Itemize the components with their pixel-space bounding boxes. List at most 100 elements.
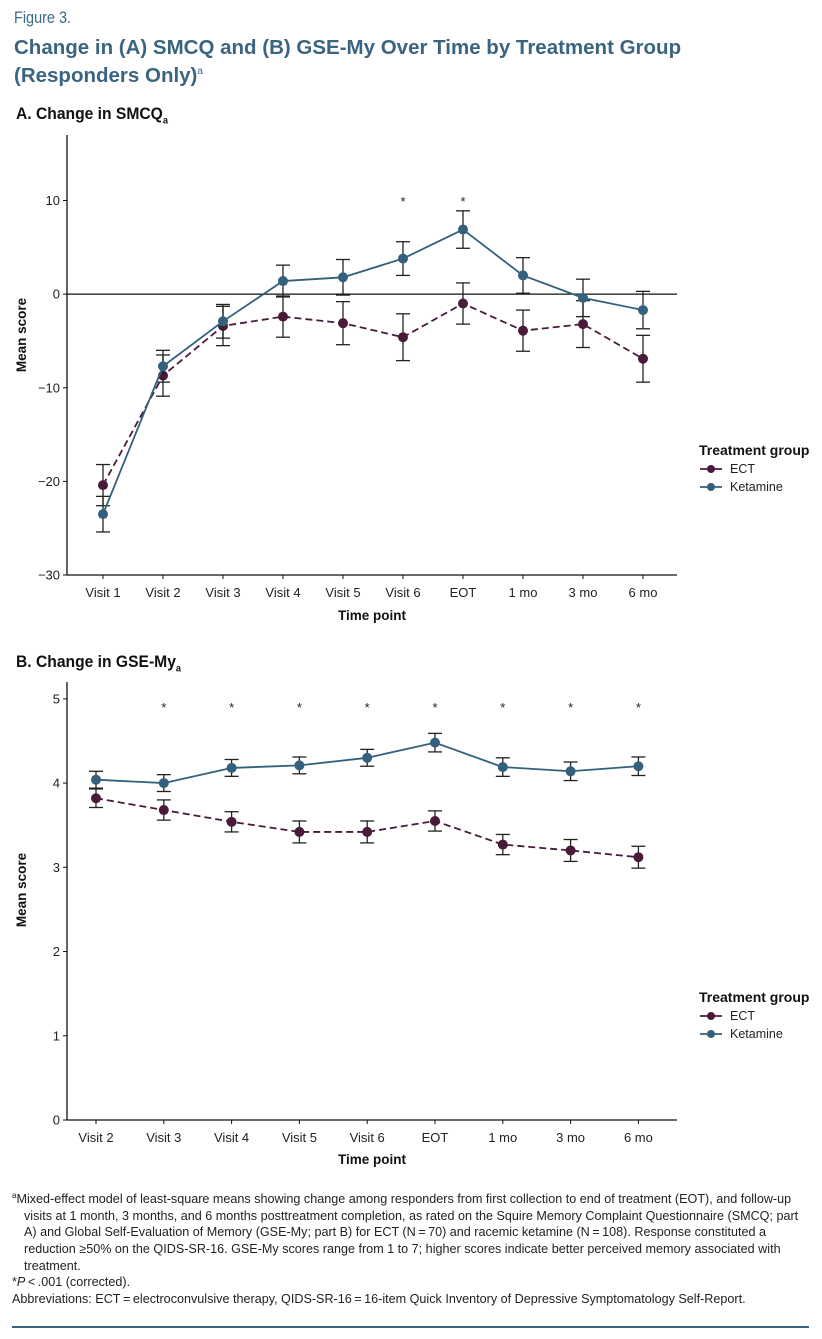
data-point bbox=[633, 852, 644, 863]
data-point bbox=[362, 826, 373, 837]
footnote-p-text: < .001 (corrected). bbox=[25, 1275, 131, 1290]
figure-title-text: Change in (A) SMCQ and (B) GSE-My Over T… bbox=[14, 36, 682, 87]
legend-label: ECT bbox=[730, 1009, 755, 1023]
data-point bbox=[226, 816, 237, 827]
legend-title: Treatment group bbox=[699, 442, 809, 458]
y-tick-label: −10 bbox=[38, 380, 60, 395]
x-tick-label: 6 mo bbox=[629, 585, 658, 600]
x-tick-label: 1 mo bbox=[509, 585, 538, 600]
panel-b-footnote-marker: a bbox=[175, 663, 182, 675]
legend-label: ECT bbox=[730, 462, 755, 476]
data-point bbox=[98, 509, 108, 520]
data-point bbox=[638, 353, 648, 364]
data-point bbox=[158, 805, 169, 816]
x-axis-title: Time point bbox=[338, 608, 407, 623]
significance-marker: * bbox=[568, 700, 573, 715]
data-point bbox=[565, 766, 576, 777]
y-tick-label: 0 bbox=[53, 287, 60, 302]
x-axis-title: Time point bbox=[338, 1152, 407, 1167]
series-line bbox=[102, 228, 644, 515]
footnote-p-value: *P < .001 (corrected). bbox=[12, 1274, 812, 1291]
chart-b-gse-my: 5 4 3 2 1 0 Visit 2 Visit 3 Visit 4 Visit 5 Visit … bbox=[14, 682, 809, 1167]
data-point bbox=[98, 480, 108, 491]
legend-item-ect: ECT bbox=[700, 462, 755, 476]
chart-a-smcq: 10 0 −10 −20 −30 Visit 1 Visit 2 Visit 3 Visit 4… bbox=[14, 135, 809, 623]
y-tick-label: 10 bbox=[46, 193, 60, 208]
data-point bbox=[91, 774, 101, 785]
y-tick-label: 4 bbox=[53, 776, 60, 791]
footnote-abbreviations: Abbreviations: ECT = electroconvulsive t… bbox=[12, 1291, 746, 1306]
legend-marker bbox=[707, 1012, 715, 1020]
x-tick-label: Visit 1 bbox=[85, 585, 120, 600]
data-point bbox=[278, 311, 288, 322]
data-point bbox=[218, 316, 228, 327]
panel-a-title-text: A. Change in SMCQ bbox=[16, 104, 163, 123]
data-point bbox=[338, 272, 348, 283]
data-point bbox=[638, 305, 648, 316]
data-point bbox=[430, 737, 440, 748]
x-tick-label: Visit 2 bbox=[78, 1130, 113, 1145]
legend: Treatment group ECT Ketamine bbox=[699, 989, 809, 1041]
x-tick-label: 3 mo bbox=[556, 1130, 585, 1145]
data-point bbox=[226, 762, 237, 773]
significance-marker: * bbox=[636, 700, 641, 715]
significance-marker: * bbox=[432, 700, 437, 715]
legend-marker bbox=[707, 1030, 715, 1038]
footnotes: aMixed-effect model of least-square mean… bbox=[12, 1188, 812, 1307]
legend-title: Treatment group bbox=[699, 989, 809, 1005]
x-tick-label: Visit 3 bbox=[205, 585, 240, 600]
data-point bbox=[338, 318, 348, 329]
series-ect bbox=[96, 282, 650, 507]
y-axis-title: Mean score bbox=[14, 852, 29, 927]
data-point bbox=[294, 826, 305, 837]
data-point bbox=[398, 253, 408, 264]
y-tick-label: 1 bbox=[53, 1028, 60, 1043]
footnote-p-italic: P bbox=[16, 1275, 26, 1290]
data-point bbox=[458, 224, 468, 235]
series-ketamine bbox=[96, 210, 650, 533]
x-tick-label: 3 mo bbox=[569, 585, 598, 600]
footnote-a-marker: a bbox=[12, 1191, 17, 1200]
series-line bbox=[95, 797, 639, 859]
footnote-star: * bbox=[12, 1275, 17, 1290]
data-point bbox=[398, 332, 408, 343]
data-point bbox=[578, 319, 588, 330]
footnote-a: aMixed-effect model of least-square mean… bbox=[12, 1188, 812, 1274]
y-tick-label: 5 bbox=[53, 691, 60, 706]
data-point bbox=[158, 778, 169, 789]
legend-marker bbox=[707, 465, 715, 473]
x-tick-label: Visit 5 bbox=[282, 1130, 317, 1145]
data-point bbox=[294, 760, 305, 771]
y-tick-label: 3 bbox=[53, 860, 60, 875]
data-point bbox=[518, 270, 528, 281]
data-point bbox=[91, 793, 101, 804]
y-tick-label: −20 bbox=[38, 474, 60, 489]
panel-b-title-text: B. Change in GSE-My bbox=[16, 652, 176, 671]
x-tick-label: Visit 6 bbox=[385, 585, 420, 600]
series-line bbox=[102, 302, 644, 486]
data-point bbox=[430, 815, 440, 826]
y-tick-label: −30 bbox=[38, 568, 60, 583]
data-point bbox=[278, 276, 288, 287]
x-tick-label: 1 mo bbox=[488, 1130, 517, 1145]
x-tick-label: Visit 5 bbox=[325, 585, 360, 600]
data-point bbox=[158, 361, 168, 372]
significance-marker: * bbox=[400, 194, 405, 209]
data-point bbox=[362, 752, 373, 763]
x-tick-label: Visit 3 bbox=[146, 1130, 181, 1145]
significance-marker: * bbox=[500, 700, 505, 715]
data-point bbox=[497, 762, 508, 773]
x-tick-label: EOT bbox=[422, 1130, 449, 1145]
x-tick-label: EOT bbox=[450, 585, 477, 600]
data-point bbox=[458, 298, 468, 309]
figure-label: Figure 3. bbox=[14, 8, 72, 27]
legend-item-ketamine: Ketamine bbox=[700, 480, 783, 494]
significance-marker: * bbox=[297, 700, 302, 715]
significance-marker: * bbox=[229, 700, 234, 715]
data-point bbox=[633, 761, 644, 772]
legend-item-ketamine: Ketamine bbox=[700, 1027, 783, 1041]
footnote-a-text: Mixed-effect model of least-square means… bbox=[16, 1192, 799, 1273]
bottom-rule bbox=[12, 1326, 809, 1328]
legend-label: Ketamine bbox=[730, 1027, 783, 1041]
legend: Treatment group ECT Ketamine bbox=[699, 442, 809, 494]
